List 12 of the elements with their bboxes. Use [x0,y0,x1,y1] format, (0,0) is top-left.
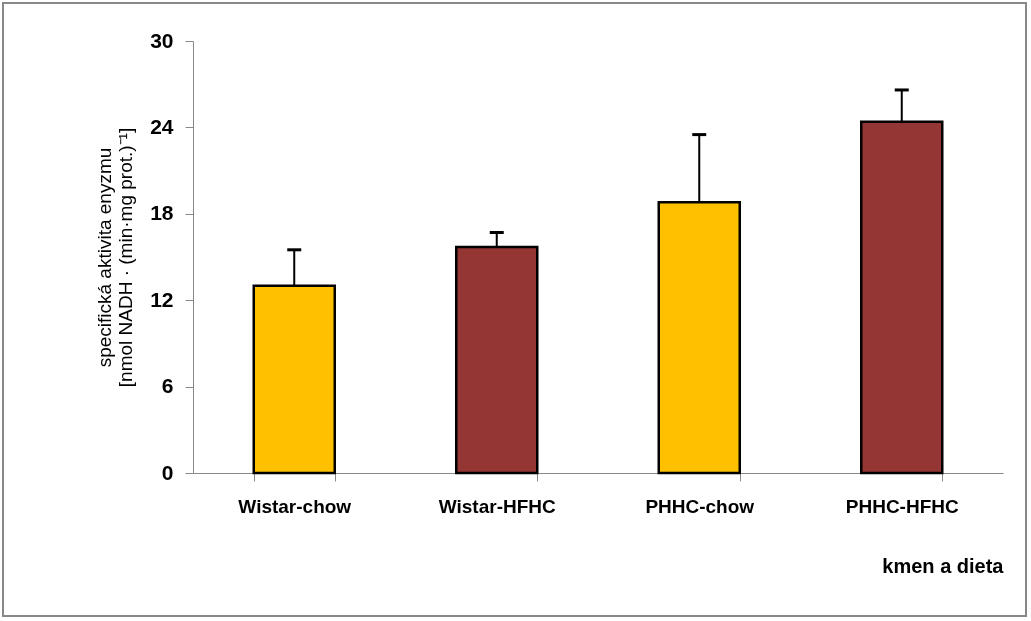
x-tick-label: Wistar-HFHC [438,495,557,517]
x-tick-label: PHHC-chow [645,495,755,517]
x-tick-label: PHHC-HFHC [845,495,959,517]
x-axis-title: kmen a dieta [882,554,1005,577]
y-tick-label: 24 [150,114,174,138]
y-tick-label: 30 [150,28,174,52]
y-tick-label: 0 [161,460,174,484]
y-tick-label: 12 [150,287,174,311]
x-tick-label: Wistar-chow [238,495,352,517]
y-tick-label: 18 [150,201,174,225]
y-tick-label: 6 [161,374,174,398]
y-axis-title: specifická aktivita enyzmu [nmol NADH · (min·mg prot.)⁻¹] [94,127,137,388]
